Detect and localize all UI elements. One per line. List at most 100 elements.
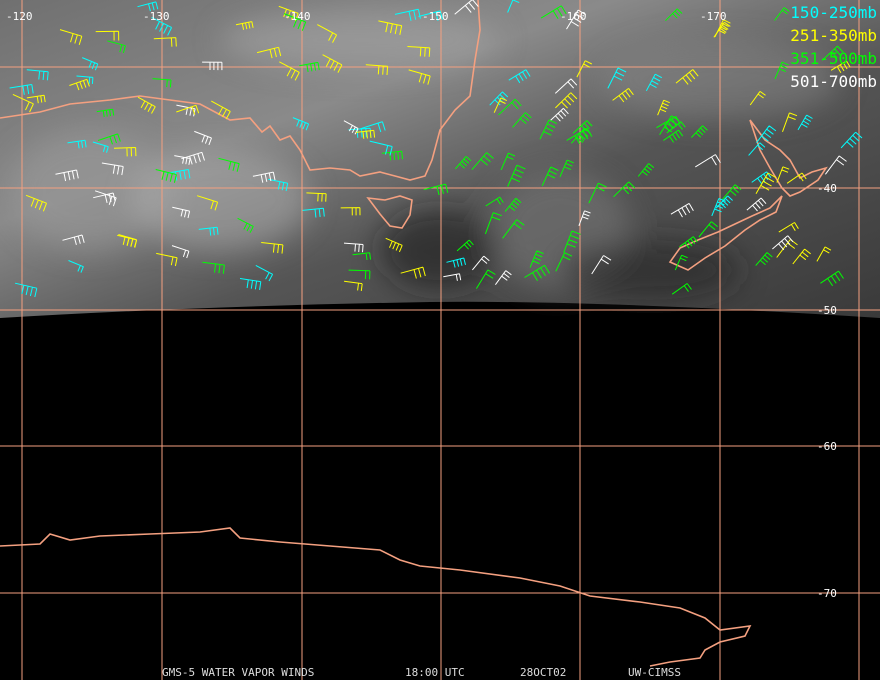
wind-barb <box>156 252 178 267</box>
wind-barb <box>774 61 789 80</box>
legend-entry: 251-350mb <box>790 26 877 45</box>
new-zealand-south <box>668 195 783 271</box>
wind-barb <box>504 197 522 212</box>
wind-barb <box>559 159 574 177</box>
wind-barb <box>830 60 851 74</box>
longitude-labels: -120 -130 -140 -150 -160 -170 <box>6 10 727 23</box>
wind-barb <box>12 93 34 113</box>
wind-barb <box>645 73 663 92</box>
australia-coast <box>0 0 481 181</box>
wind-barb <box>92 141 109 153</box>
wind-barb <box>507 164 526 187</box>
footer-time: 18:00 UTC <box>405 666 465 679</box>
wind-barb <box>821 45 844 61</box>
wind-barb <box>268 178 289 192</box>
wind-barb <box>698 221 718 238</box>
wind-barb <box>591 255 612 275</box>
wind-barb <box>666 121 686 134</box>
new-zealand-north <box>749 119 828 197</box>
legend-entry: 351-500mb <box>790 49 877 68</box>
wind-barb <box>670 202 694 218</box>
wind-barb <box>67 139 87 149</box>
wind-barb <box>343 120 359 135</box>
wind-barb <box>749 90 766 106</box>
wind-barb <box>472 255 490 271</box>
wind-barb <box>218 157 240 172</box>
wind-barb <box>95 30 120 41</box>
lat-label: -70 <box>817 587 837 600</box>
wind-barb <box>674 254 688 271</box>
wind-barb <box>637 163 655 177</box>
wind-barb <box>539 119 558 140</box>
wind-barb <box>540 5 567 20</box>
wind-barb <box>151 16 173 36</box>
wind-barb <box>782 112 798 132</box>
wind-barb <box>524 264 550 281</box>
wind-barb <box>746 197 767 212</box>
wind-barb <box>613 181 636 198</box>
wind-barb <box>198 226 219 236</box>
wind-barb <box>400 266 426 279</box>
wind-barb <box>299 61 320 72</box>
wind-barb <box>671 283 692 295</box>
footer-date: 28OCT02 <box>520 666 566 679</box>
wind-barb <box>26 69 49 81</box>
wind-barb <box>711 198 726 217</box>
latitude-labels: -40 -50 -60 -70 <box>817 182 837 600</box>
wind-barb <box>485 196 504 207</box>
wind-barb <box>502 219 525 239</box>
wind-barb <box>279 61 300 81</box>
wind-barb <box>715 195 733 209</box>
wind-barb <box>778 222 799 233</box>
wind-barb <box>820 270 844 287</box>
wind-barb <box>155 169 177 183</box>
wind-barb <box>181 151 205 165</box>
wind-barb <box>394 8 421 21</box>
wind-barb <box>107 40 126 54</box>
footer: GMS-5 WATER VAPOR WINDS 18:00 UTC 28OCT0… <box>162 666 681 679</box>
lat-label: -60 <box>817 440 837 453</box>
wind-barb <box>471 152 494 171</box>
wind-barb <box>340 207 361 216</box>
wind-barb <box>343 242 364 253</box>
wind-barbs <box>9 0 863 298</box>
wind-barb <box>713 21 731 38</box>
wind-barb <box>385 237 403 253</box>
wind-barb <box>94 190 117 207</box>
wind-barb <box>302 207 325 218</box>
wind-barb <box>235 21 254 30</box>
wind-barb <box>563 230 581 253</box>
tasmania-coast <box>366 195 413 229</box>
wind-barb <box>576 60 593 78</box>
lon-label: -130 <box>143 10 170 23</box>
wind-barb <box>508 69 531 84</box>
wind-barb <box>171 245 190 259</box>
lon-label: -120 <box>6 10 33 23</box>
wind-barb <box>211 100 231 120</box>
wind-barb <box>153 37 177 47</box>
wind-barb <box>816 246 832 262</box>
wind-barb <box>239 278 262 290</box>
wind-barb <box>418 10 443 21</box>
wind-barb <box>352 252 371 261</box>
wind-barb <box>278 5 299 22</box>
wind-barb <box>663 129 684 143</box>
legend-entry: 501-700mb <box>790 72 877 91</box>
wind-barb <box>454 0 479 15</box>
wind-barb <box>261 242 284 254</box>
wind-barb <box>96 108 115 118</box>
wind-barb <box>657 99 670 116</box>
wind-barb <box>348 269 371 280</box>
wind-barb <box>507 0 520 13</box>
legend: 150-250mb 251-350mb 351-500mb 501-700mb <box>790 3 877 91</box>
wind-barb <box>566 127 593 145</box>
wind-barb <box>755 172 777 194</box>
wind-barb <box>283 13 307 31</box>
wind-barb <box>498 98 522 116</box>
wind-barb <box>475 269 496 289</box>
lat-label: -40 <box>817 182 837 195</box>
wind-barb <box>202 261 225 274</box>
wind-barb <box>292 117 310 131</box>
wind-barb <box>772 235 794 251</box>
wind-barb <box>607 67 627 89</box>
